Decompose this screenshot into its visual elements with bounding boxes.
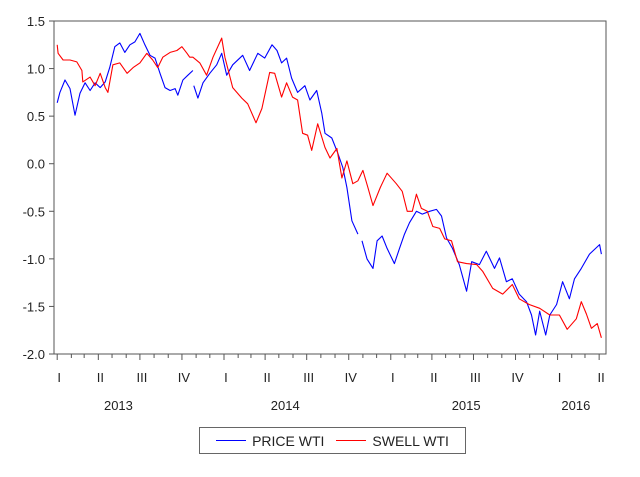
legend: PRICE WTI SWELL WTI xyxy=(199,427,466,454)
x-quarter-label: I xyxy=(57,370,61,385)
x-quarter-label: I xyxy=(224,370,228,385)
y-tick-label: 0.0 xyxy=(27,157,45,172)
x-quarter-label: II xyxy=(430,370,437,385)
legend-label: PRICE WTI xyxy=(252,432,325,449)
x-quarter-label: III xyxy=(470,370,481,385)
x-quarter-label: IV xyxy=(345,370,358,385)
y-tick-label: 0.5 xyxy=(27,109,45,124)
x-quarter-label: IV xyxy=(511,370,524,385)
x-year-label: 2013 xyxy=(104,398,133,413)
y-tick-label: -1.5 xyxy=(23,299,45,314)
legend-swatch-red xyxy=(336,440,367,441)
legend-label: SWELL WTI xyxy=(372,432,449,449)
legend-item-price-wti: PRICE WTI xyxy=(216,433,324,449)
plot-frame xyxy=(53,20,607,355)
legend-swatch-blue xyxy=(216,440,247,441)
y-tick-label: -0.5 xyxy=(23,204,45,219)
y-tick-label: 1.5 xyxy=(27,14,45,29)
x-quarter-label: I xyxy=(558,370,562,385)
series-line-swell-wti xyxy=(56,37,602,338)
series-line-price-wti xyxy=(56,32,602,336)
x-year-label: 2015 xyxy=(452,398,481,413)
y-tick-label: -1.0 xyxy=(23,252,45,267)
x-quarter-label: I xyxy=(391,370,395,385)
x-year-label: 2014 xyxy=(271,398,300,413)
x-year-label: 2016 xyxy=(561,398,590,413)
x-quarter-label: II xyxy=(598,370,605,385)
legend-item-swell-wti: SWELL WTI xyxy=(336,433,449,449)
x-quarter-label: II xyxy=(263,370,270,385)
y-tick-label: 1.0 xyxy=(27,62,45,77)
x-quarter-label: III xyxy=(303,370,314,385)
x-quarter-label: IV xyxy=(178,370,191,385)
y-tick-label: -2.0 xyxy=(23,347,45,362)
x-quarter-label: III xyxy=(136,370,147,385)
x-quarter-label: II xyxy=(97,370,104,385)
